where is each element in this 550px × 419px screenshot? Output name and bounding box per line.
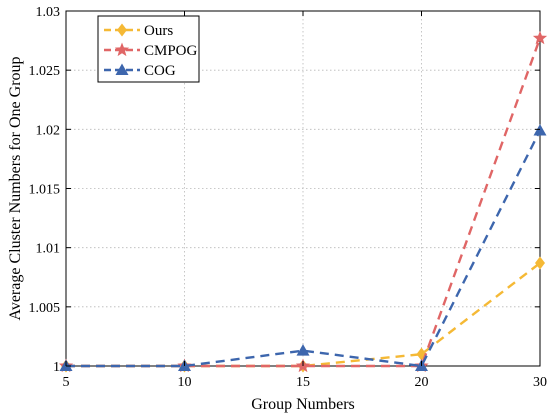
legend-label-cog: COG <box>144 63 176 79</box>
legend-label-cmpog: CMPOG <box>144 43 198 59</box>
tick-labels: 5 10 15 20 30 1 1.005 1.01 1.015 1.02 1.025 1.03 <box>29 5 548 390</box>
legend-marker-cmpog <box>114 42 130 57</box>
y-tick-label: 1 <box>53 360 60 375</box>
y-tick-label: 1.03 <box>36 5 61 20</box>
x-tick-label: 5 <box>63 375 70 390</box>
legend-box <box>97 15 200 83</box>
x-axis-label: Group Numbers <box>251 396 355 413</box>
y-tick-label: 1.02 <box>36 123 61 138</box>
x-tick-label: 20 <box>415 375 429 390</box>
legend: Ours CMPOG COG <box>97 15 200 83</box>
y-tick-label: 1.01 <box>36 242 61 257</box>
data-point-cog <box>296 344 310 356</box>
x-tick-label: 30 <box>533 375 547 390</box>
data-point-ours <box>535 256 545 270</box>
x-tick-label: 15 <box>296 375 310 390</box>
data-point-cmpog <box>532 30 548 45</box>
legend-marker-ours <box>117 23 127 37</box>
legend-marker-cog <box>115 63 129 75</box>
y-tick-label: 1.025 <box>29 64 61 79</box>
grid <box>66 11 540 366</box>
y-tick-label: 1.015 <box>29 183 61 198</box>
y-tick-label: 1.005 <box>29 301 61 316</box>
series-line-cog <box>66 129 542 368</box>
x-tick-label: 10 <box>178 375 192 390</box>
y-axis-label: Average Cluster Numbers for One Group <box>7 56 24 320</box>
legend-label-ours: Ours <box>144 23 173 39</box>
